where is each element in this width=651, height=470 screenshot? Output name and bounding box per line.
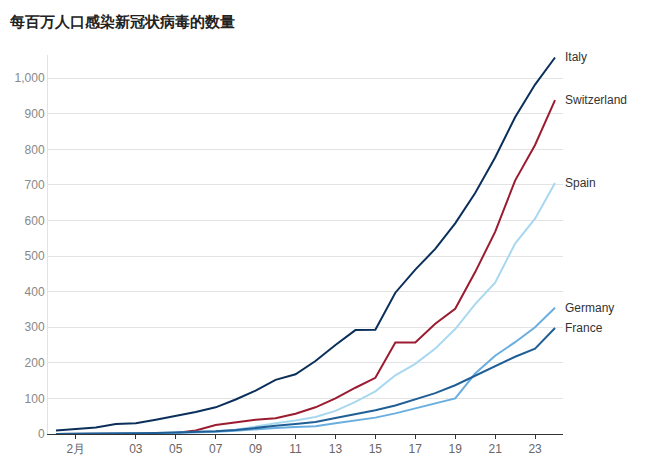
svg-text:Spain: Spain xyxy=(565,176,596,190)
svg-text:13: 13 xyxy=(329,442,343,456)
svg-text:23: 23 xyxy=(528,442,542,456)
svg-text:11: 11 xyxy=(289,442,302,456)
svg-text:Germany: Germany xyxy=(565,301,614,315)
svg-text:2月: 2月 xyxy=(67,442,86,456)
svg-text:03: 03 xyxy=(129,442,143,456)
svg-text:17: 17 xyxy=(409,442,423,456)
svg-text:Italy: Italy xyxy=(565,50,587,64)
svg-text:0: 0 xyxy=(38,427,45,441)
svg-text:21: 21 xyxy=(488,442,502,456)
svg-text:100: 100 xyxy=(25,392,45,406)
svg-text:15: 15 xyxy=(369,442,383,456)
svg-text:200: 200 xyxy=(25,356,45,370)
svg-text:700: 700 xyxy=(25,178,45,192)
svg-text:19: 19 xyxy=(449,442,463,456)
svg-text:05: 05 xyxy=(169,442,183,456)
svg-text:300: 300 xyxy=(25,320,45,334)
svg-text:400: 400 xyxy=(25,285,45,299)
svg-text:09: 09 xyxy=(249,442,263,456)
svg-text:600: 600 xyxy=(25,214,45,228)
svg-text:900: 900 xyxy=(25,107,45,121)
svg-text:Switzerland: Switzerland xyxy=(565,93,627,107)
svg-text:France: France xyxy=(565,321,603,335)
svg-text:500: 500 xyxy=(25,249,45,263)
svg-text:1,000: 1,000 xyxy=(15,71,45,85)
svg-text:07: 07 xyxy=(209,442,223,456)
svg-text:每百万人口感染新冠状病毒的数量: 每百万人口感染新冠状病毒的数量 xyxy=(9,13,235,31)
svg-text:800: 800 xyxy=(25,143,45,157)
